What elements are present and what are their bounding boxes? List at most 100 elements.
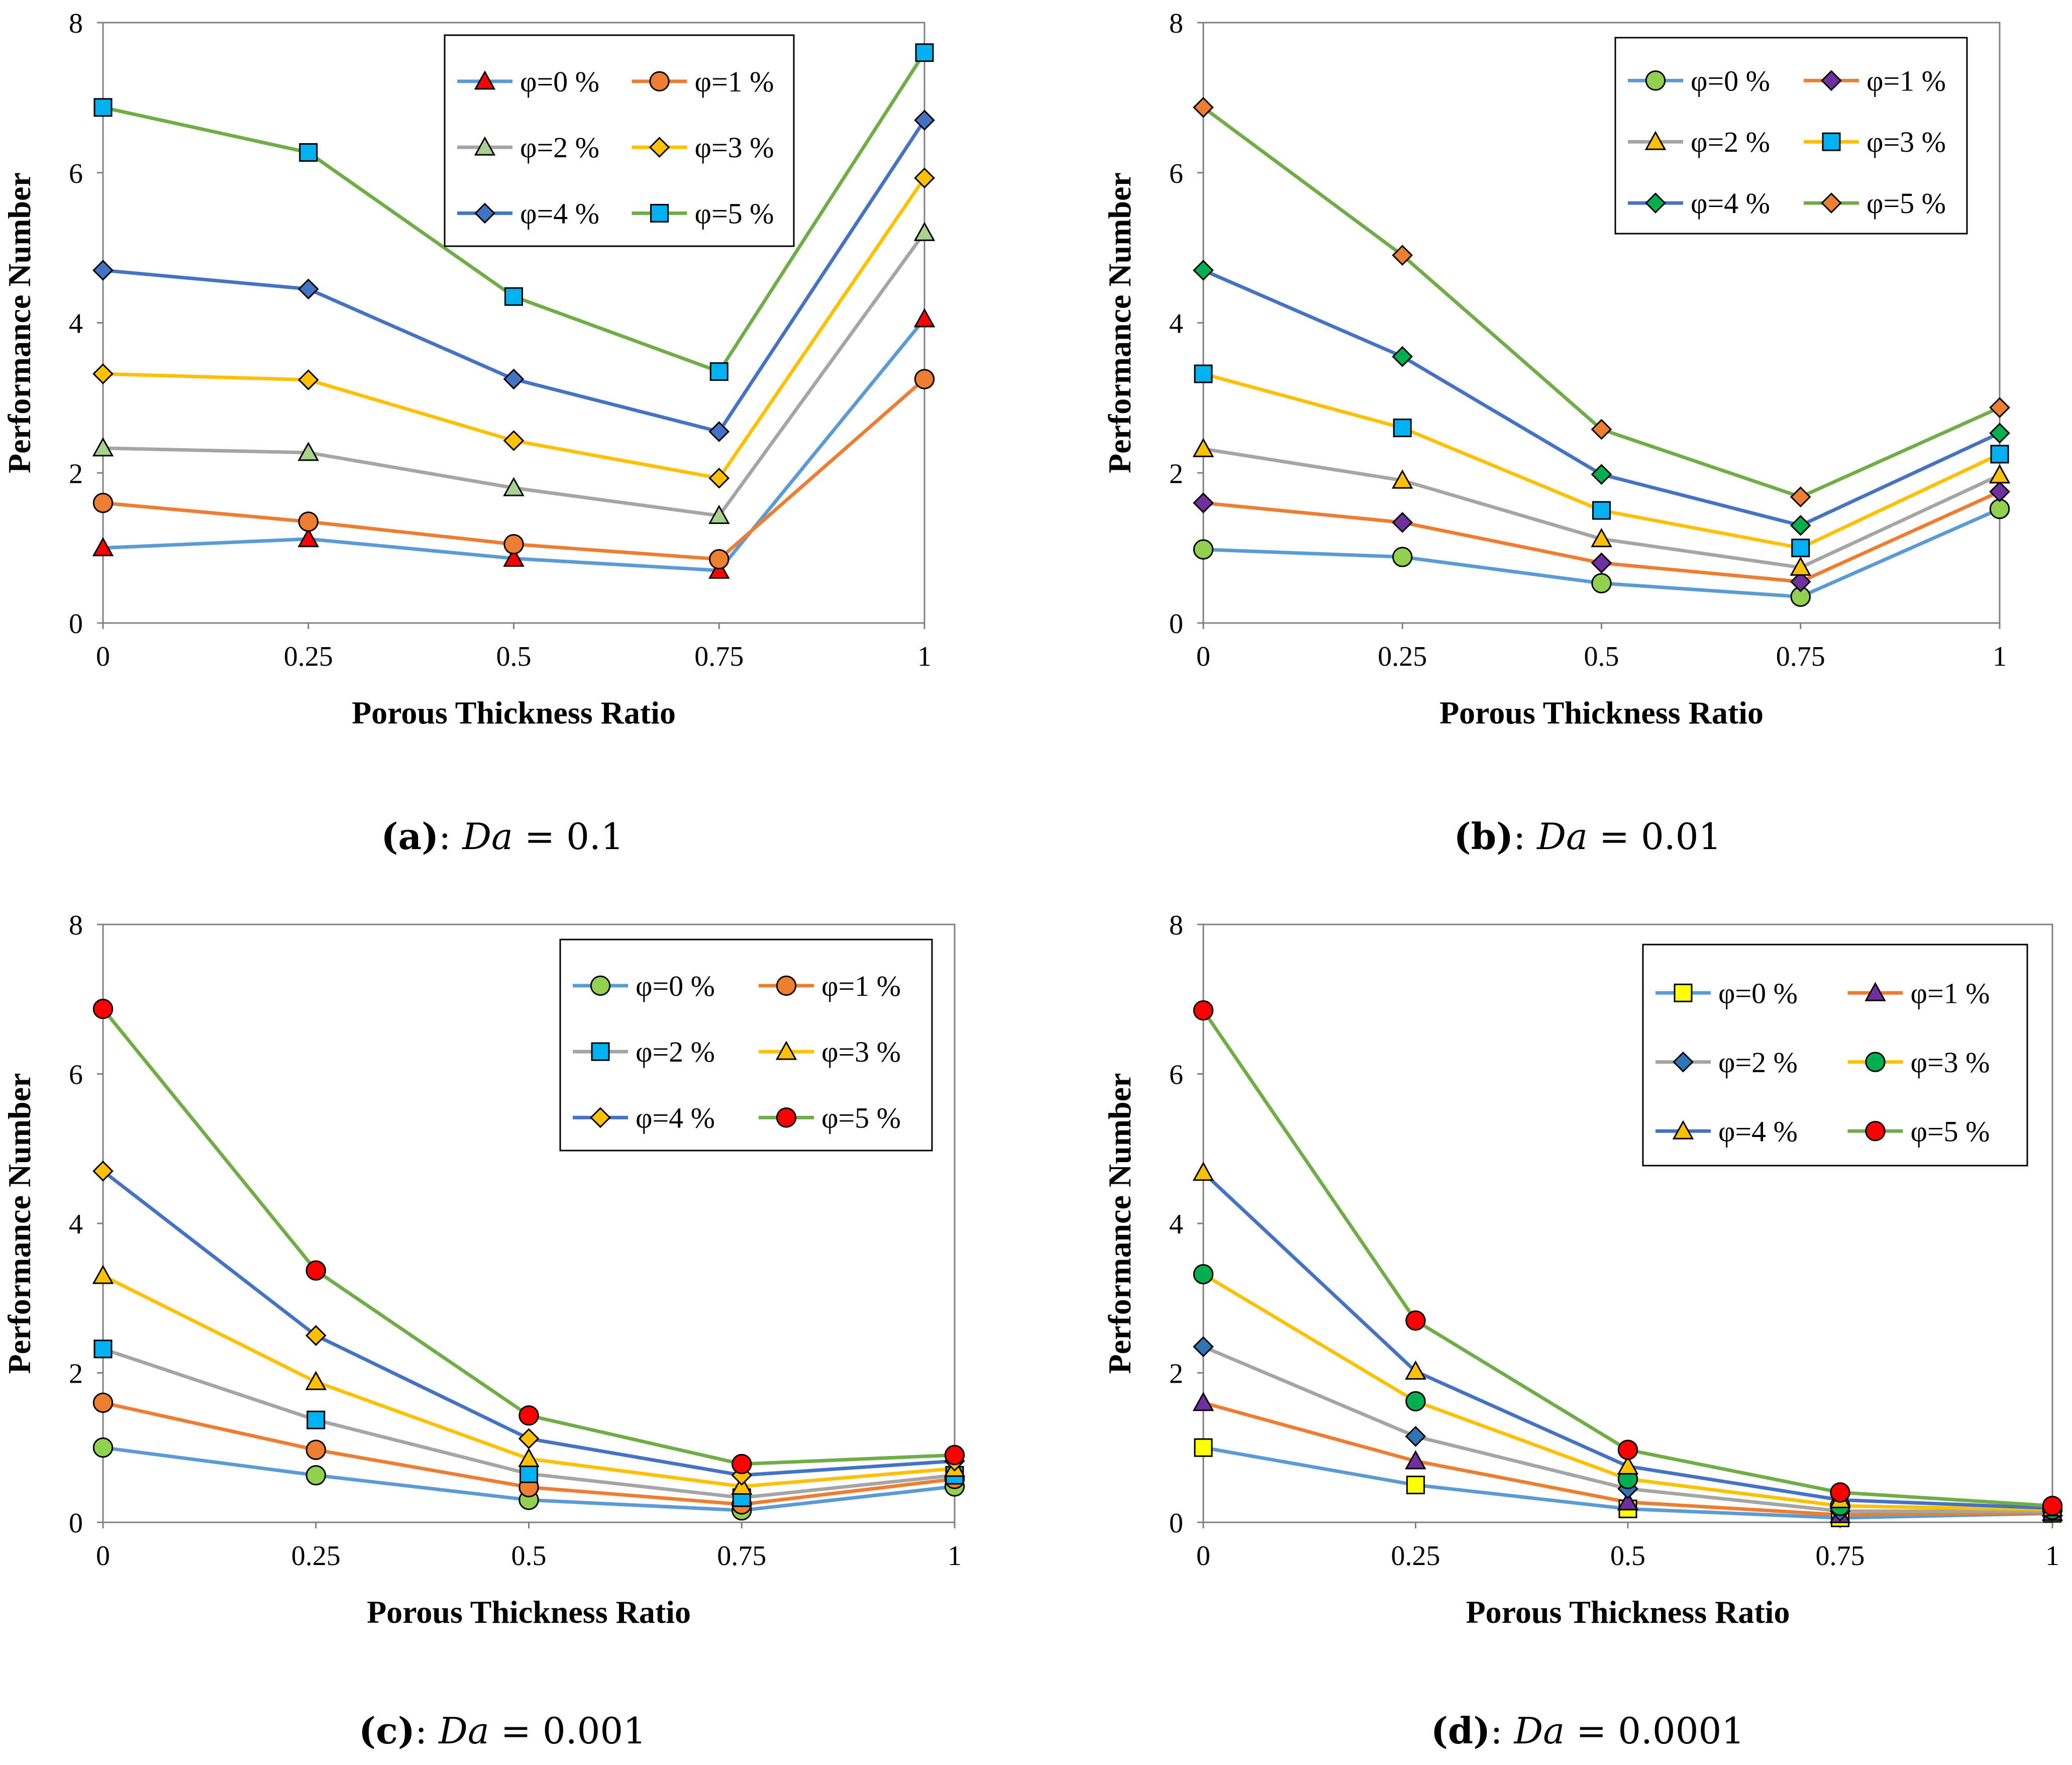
x-tick-label: 1	[2045, 1540, 2059, 1572]
y-tick-label: 8	[1169, 910, 1183, 941]
data-point	[298, 511, 319, 532]
data-point	[519, 1405, 539, 1426]
legend-entry-label: φ=0 %	[520, 65, 599, 98]
x-tick-label: 0.25	[1391, 1540, 1440, 1572]
data-point	[913, 308, 936, 328]
legend-marker	[650, 203, 669, 223]
data-point	[914, 369, 935, 389]
legend-marker	[649, 71, 670, 92]
data-point	[93, 98, 113, 117]
data-point	[1392, 245, 1413, 266]
legend-marker	[1865, 1121, 1886, 1141]
data-point	[305, 1439, 326, 1460]
legend-entry-label: φ=2 %	[1718, 1046, 1798, 1079]
data-point	[503, 430, 525, 451]
data-point	[1193, 260, 1214, 281]
legend-marker	[1821, 70, 1842, 91]
panel-caption: (d): Da = 0.0001	[1431, 1709, 1744, 1752]
panel-caption: (a): Da = 0.1	[381, 815, 624, 858]
legend-entry-label: φ=5 %	[1911, 1115, 1990, 1148]
data-point	[1591, 419, 1612, 440]
caption-variable: Da	[461, 815, 513, 858]
y-axis-label: Performance Number	[1102, 1073, 1137, 1374]
data-point	[92, 1265, 114, 1284]
data-point	[1989, 397, 2010, 419]
y-tick-label: 4	[1169, 308, 1183, 340]
data-point	[1591, 464, 1612, 485]
panel-label: (b)	[1454, 815, 1513, 858]
data-point	[1405, 1310, 1426, 1331]
data-point	[1591, 573, 1612, 594]
legend-marker	[649, 137, 670, 158]
chart-panel: 0 2 4 6 8 0 0.25 0.5 0.75 1 Porous Thickness Ratio…	[1102, 8, 2011, 858]
legend-marker	[1644, 131, 1667, 150]
legend-entry-label: φ=2 %	[520, 131, 599, 164]
panel-label: (a)	[381, 815, 439, 858]
legend-entry-label: φ=4 %	[1718, 1115, 1798, 1148]
data-point	[1405, 1426, 1426, 1447]
data-point	[1193, 1336, 1214, 1358]
legend-marker	[1865, 1052, 1886, 1072]
data-point	[305, 1260, 326, 1281]
caption-separator: :	[1490, 1710, 1514, 1752]
y-tick-label: 4	[1169, 1209, 1183, 1240]
data-point	[305, 1465, 326, 1486]
caption-variable: Da	[438, 1710, 489, 1752]
legend-entry-label: φ=5 %	[695, 197, 774, 230]
data-point	[1392, 346, 1413, 367]
legend-entry-label: φ=2 %	[1691, 126, 1770, 158]
x-tick-label: 0.75	[717, 1540, 766, 1572]
data-point	[92, 537, 114, 557]
caption-value: 0.01	[1641, 815, 1721, 858]
data-point	[1193, 1264, 1214, 1285]
legend-entry-label: φ=4 %	[636, 1101, 715, 1134]
data-point	[297, 528, 319, 548]
x-axis-label: Porous Thickness Ratio	[1439, 695, 1764, 731]
data-point	[732, 1453, 752, 1475]
data-point	[1591, 528, 1612, 548]
x-axis-label: Porous Thickness Ratio	[1466, 1594, 1790, 1630]
x-tick-label: 0.5	[511, 1540, 547, 1572]
x-tick-label: 0.5	[496, 641, 532, 672]
caption-equals: =	[513, 815, 566, 858]
data-point	[1193, 1000, 1214, 1021]
legend-marker	[1821, 192, 1842, 214]
caption-equals: =	[1588, 815, 1641, 858]
caption-variable: Da	[1536, 815, 1588, 858]
legend-box	[1642, 944, 2028, 1167]
legend-marker	[474, 70, 496, 90]
data-point	[708, 421, 730, 442]
data-point	[503, 368, 525, 390]
legend-entry-label: φ=3 %	[695, 131, 774, 164]
legend-entry-label: φ=5 %	[821, 1101, 901, 1134]
y-tick-label: 2	[69, 1359, 83, 1390]
data-point	[1830, 1482, 1850, 1503]
y-tick-label: 6	[69, 158, 83, 189]
legend: φ=0 % φ=1 % φ=2 % φ=3 % φ=4 % φ=5 %	[1614, 37, 1968, 235]
panel-caption: (c): Da = 0.001	[359, 1709, 646, 1752]
data-point	[1192, 1392, 1214, 1411]
legend-marker	[1672, 1120, 1694, 1139]
caption-separator: :	[439, 815, 462, 858]
x-tick-label: 0.25	[284, 641, 333, 672]
x-tick-label: 0.5	[1610, 1540, 1645, 1572]
data-point	[306, 1410, 326, 1429]
data-point	[1406, 1476, 1425, 1495]
data-point	[92, 363, 114, 384]
data-point	[503, 534, 524, 555]
legend-marker	[1822, 132, 1841, 151]
x-tick-label: 0	[1196, 1540, 1210, 1572]
legend-entry-label: φ=4 %	[520, 197, 599, 230]
panel-caption: (b): Da = 0.01	[1454, 815, 1722, 858]
y-tick-label: 8	[1169, 8, 1183, 39]
caption-equals: =	[489, 1710, 543, 1752]
legend-entry-label: φ=0 %	[1718, 977, 1798, 1009]
legend-entry-label: φ=5 %	[1867, 187, 1946, 220]
data-point	[92, 998, 114, 1019]
data-point	[1393, 419, 1412, 438]
data-point	[1405, 1360, 1426, 1380]
y-tick-label: 8	[69, 8, 83, 39]
data-point	[297, 442, 319, 461]
y-tick-label: 8	[69, 910, 83, 941]
